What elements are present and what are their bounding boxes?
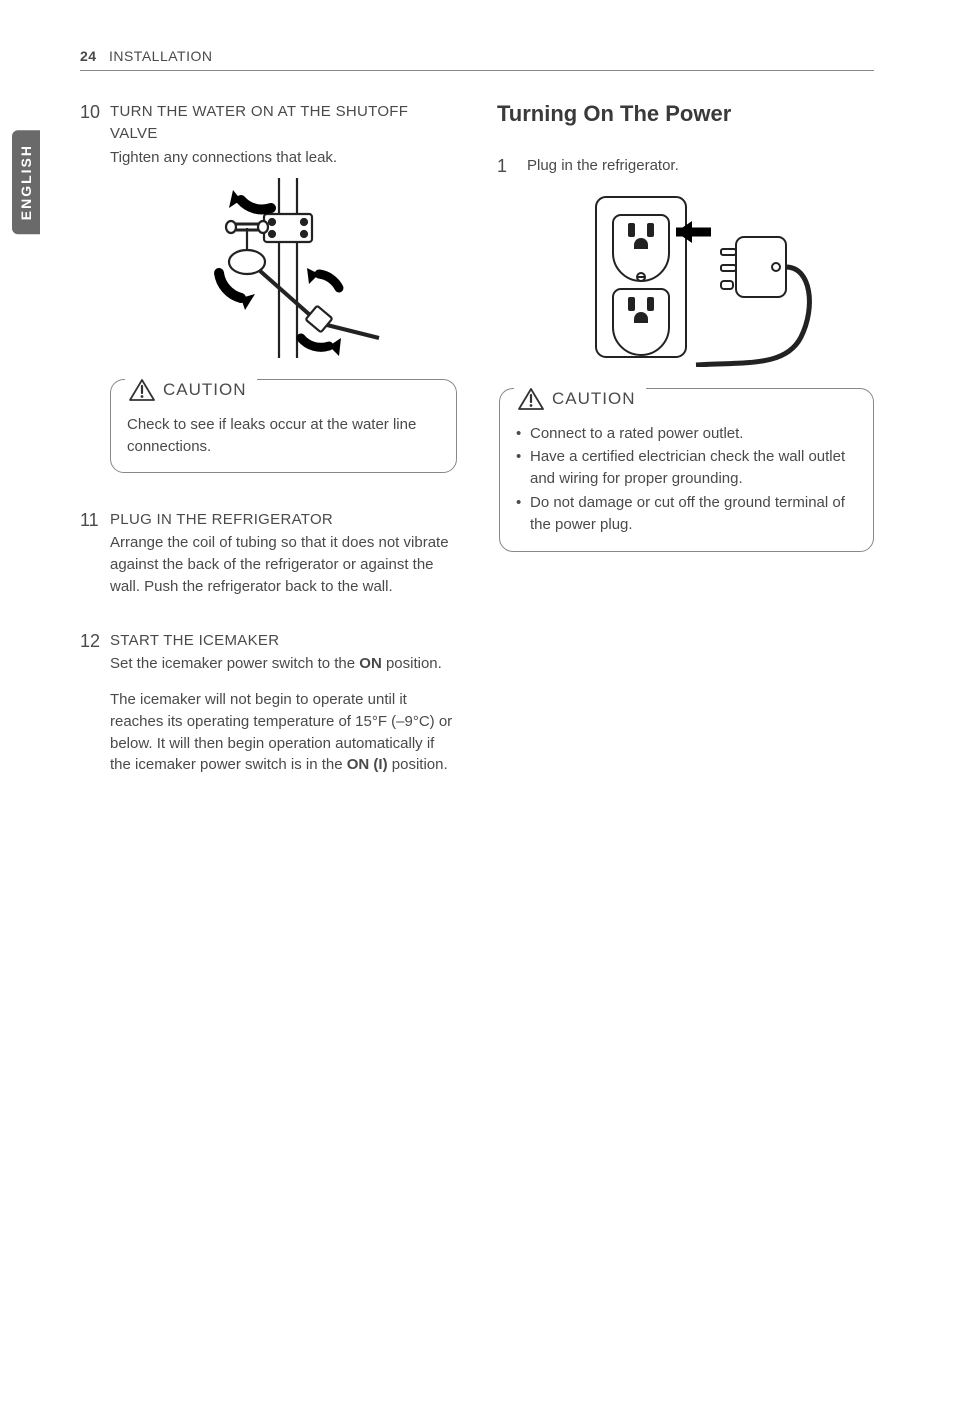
page-header: 24 INSTALLATION (80, 48, 874, 71)
step-title: TURN THE WATER ON AT THE SHUTOFF VALVE (110, 101, 457, 145)
caution-label: CAUTION (514, 387, 646, 412)
left-column: 10 TURN THE WATER ON AT THE SHUTOFF VALV… (80, 101, 457, 808)
warning-icon (129, 378, 155, 402)
caution-label: CAUTION (125, 378, 257, 403)
step-text: Set the icemaker power switch to the ON … (110, 653, 457, 675)
language-tab: ENGLISH (12, 130, 40, 234)
step-text: Plug in the refrigerator. (527, 155, 874, 177)
step-title: START THE ICEMAKER (110, 630, 457, 652)
step-1: 1 Plug in the refrigerator. (497, 155, 874, 562)
step-text: The icemaker will not begin to operate u… (110, 689, 457, 776)
step-text: Arrange the coil of tubing so that it do… (110, 532, 457, 597)
step-12: 12 START THE ICEMAKER Set the icemaker p… (80, 630, 457, 783)
step-11: 11 PLUG IN THE REFRIGERATOR Arrange the … (80, 509, 457, 604)
step-text: Tighten any connections that leak. (110, 147, 457, 169)
warning-icon (518, 387, 544, 411)
right-column: Turning On The Power 1 Plug in the refri… (497, 101, 874, 808)
caution-label-text: CAUTION (552, 387, 636, 412)
step-number: 10 (80, 101, 110, 483)
caution-text: Check to see if leaks occur at the water… (127, 414, 440, 458)
bullet-item: Do not damage or cut off the ground term… (516, 492, 857, 536)
section-title: Turning On The Power (497, 101, 874, 127)
valve-figure (110, 178, 457, 365)
plug-figure (527, 187, 874, 374)
step-number: 11 (80, 509, 110, 604)
step-number: 12 (80, 630, 110, 783)
step-title: PLUG IN THE REFRIGERATOR (110, 509, 457, 531)
page-number: 24 (80, 48, 97, 64)
caution-box-1: CAUTION Check to see if leaks occur at t… (110, 379, 457, 473)
caution-bullets: Connect to a rated power outlet. Have a … (516, 423, 857, 536)
caution-box-2: CAUTION Connect to a rated power outlet.… (499, 388, 874, 553)
bullet-item: Connect to a rated power outlet. (516, 423, 857, 445)
caution-label-text: CAUTION (163, 378, 247, 403)
section-name: INSTALLATION (109, 48, 213, 64)
bullet-item: Have a certified electrician check the w… (516, 446, 857, 490)
step-10: 10 TURN THE WATER ON AT THE SHUTOFF VALV… (80, 101, 457, 483)
